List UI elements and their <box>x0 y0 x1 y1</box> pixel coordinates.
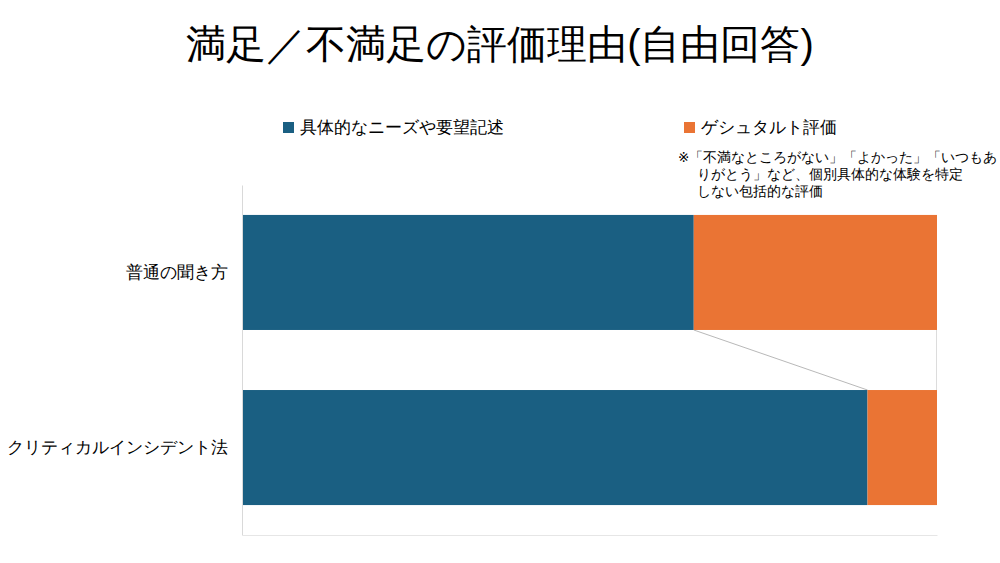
y-tick-label: 普通の聞き方 <box>126 263 228 282</box>
annotation: ※「不満なところがない」「よかった」「いつもありがとう」など、個別具体的な体験を… <box>678 150 997 199</box>
y-tick: クリティカルインシデント法 <box>7 438 242 457</box>
chart: 満足／不満足の評価理由(自由回答) 具体的なニーズや要望記述 ゲシュタルト評価 ※「不… <box>0 0 1000 563</box>
legend-swatch <box>684 122 695 133</box>
legend-label: ゲシュタルト評価 <box>701 118 837 137</box>
x-axis <box>243 535 938 536</box>
legend-item: ゲシュタルト評価 <box>684 118 837 137</box>
y-tick: 普通の聞き方 <box>126 263 242 282</box>
annotation-line: しない包括的な評価 <box>697 184 823 199</box>
legend-item: 具体的なニーズや要望記述 <box>283 118 504 137</box>
annotation-line: りがとう」など、個別具体的な体験を特定 <box>697 167 963 182</box>
legend: 具体的なニーズや要望記述 ゲシュタルト評価 <box>283 118 837 137</box>
series-line <box>937 330 938 390</box>
legend-label: 具体的なニーズや要望記述 <box>300 118 504 137</box>
bar <box>242 390 868 505</box>
bar <box>242 215 694 330</box>
bar <box>868 390 938 505</box>
legend-swatch <box>283 122 294 133</box>
y-axis-line <box>242 186 243 536</box>
series-line <box>694 330 868 390</box>
series <box>694 215 937 505</box>
y-axis: 普通の聞き方クリティカルインシデント法 <box>7 186 243 536</box>
bar <box>694 215 937 330</box>
x-axis-line <box>243 535 938 536</box>
y-tick-label: クリティカルインシデント法 <box>7 438 228 457</box>
plot-area <box>242 215 937 505</box>
annotation-line: ※「不満なところがない」「よかった」「いつもあ <box>678 150 997 165</box>
title: 満足／不満足の評価理由(自由回答) <box>186 22 814 66</box>
